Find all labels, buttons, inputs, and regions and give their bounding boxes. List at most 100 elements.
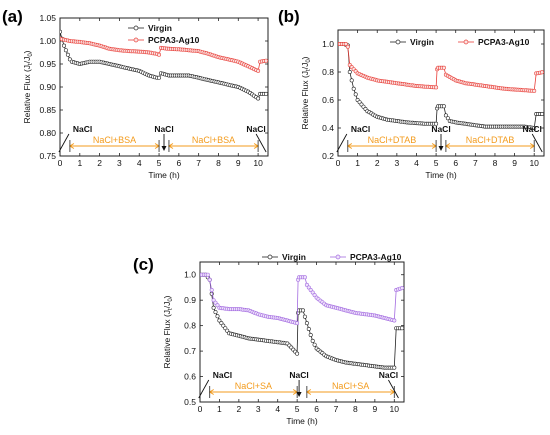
x-tick-label: 3 xyxy=(394,158,399,168)
data-point xyxy=(213,300,218,305)
segment-label: NaCl+SA xyxy=(235,381,272,391)
panel-label: (b) xyxy=(278,7,300,26)
data-point xyxy=(157,52,162,57)
segment-label: NaCl+BSA xyxy=(93,135,136,145)
x-tick-label: 8 xyxy=(216,158,221,168)
data-point xyxy=(157,75,162,80)
y-tick-label: 0.8 xyxy=(184,321,196,331)
data-point xyxy=(263,58,268,63)
series-group xyxy=(200,272,404,370)
y-tick-label: 1.05 xyxy=(39,13,56,23)
data-point xyxy=(351,86,356,91)
legend-label: PCPA3-Ag10 xyxy=(148,35,200,45)
series-group xyxy=(60,29,268,101)
data-point xyxy=(353,92,358,97)
x-tick-label: 4 xyxy=(414,158,419,168)
x-tick-label: 1 xyxy=(217,404,222,414)
data-point xyxy=(308,332,313,337)
x-tick-label: 9 xyxy=(512,158,517,168)
x-tick-label: 10 xyxy=(253,158,263,168)
data-point xyxy=(256,68,261,73)
annotation-arrow xyxy=(198,379,210,399)
data-point xyxy=(532,126,537,131)
y-tick-label: 0.6 xyxy=(184,372,196,382)
nacl-annotation: NaCl xyxy=(351,124,370,134)
series-line-virgin xyxy=(338,43,544,129)
legend-marker xyxy=(267,254,273,260)
data-point xyxy=(400,326,404,331)
annotation-arrow xyxy=(336,133,348,153)
data-point xyxy=(345,44,350,49)
y-tick-label: 0.5 xyxy=(184,397,196,407)
data-point xyxy=(263,91,268,96)
chart-panel-3: (c) 0 1 2 3 4 5 6 7 8 9 10 0.5 0.6 0.7 0.8 0.9 1.0 Time (h… xyxy=(133,252,405,426)
y-axis-title: Relative Flux (Jt/J0) xyxy=(300,56,312,129)
y-tick-label: 0.95 xyxy=(39,59,56,69)
nacl-annotation: NaCl xyxy=(289,370,308,380)
series-group xyxy=(338,41,544,131)
legend-marker xyxy=(463,39,469,45)
data-point xyxy=(312,342,317,347)
data-point xyxy=(308,287,313,292)
data-point xyxy=(211,305,216,310)
x-tick-label: 3 xyxy=(117,158,122,168)
data-point xyxy=(207,277,212,282)
data-point xyxy=(312,293,317,298)
x-tick-label: 0 xyxy=(58,158,63,168)
data-point xyxy=(310,338,315,343)
y-tick-label: 0.9 xyxy=(184,295,196,305)
y-tick-label: 0.85 xyxy=(39,105,56,115)
y-tick-label: 1.00 xyxy=(39,36,56,46)
segment-label: NaCl+BSA xyxy=(192,135,235,145)
x-tick-label: 9 xyxy=(236,158,241,168)
data-point xyxy=(205,272,210,277)
x-tick-label: 8 xyxy=(353,404,358,414)
x-axis-title: Time (h) xyxy=(148,170,179,180)
chart-panel-1: (a) 0 1 2 3 4 5 6 7 8 9 10 0.75 0.80 0.85 0.90 0.95 1.00 1… xyxy=(2,7,269,180)
panel-label: (a) xyxy=(2,7,23,26)
x-tick-label: 3 xyxy=(256,404,261,414)
x-tick-label: 0 xyxy=(198,404,203,414)
data-point xyxy=(400,286,404,291)
data-point xyxy=(209,287,214,292)
x-tick-label: 7 xyxy=(473,158,478,168)
segment-label: NaCl+DTAB xyxy=(368,135,417,145)
data-point xyxy=(306,326,311,331)
panel-label: (c) xyxy=(133,255,154,274)
y-axis-title: Relative Flux (Jt/J0) xyxy=(162,295,174,368)
data-point xyxy=(532,88,537,93)
data-point xyxy=(434,85,439,90)
x-tick-label: 2 xyxy=(236,404,241,414)
data-point xyxy=(441,65,446,70)
y-tick-label: 0.8 xyxy=(322,67,334,77)
data-point xyxy=(295,321,300,326)
data-point xyxy=(65,52,70,57)
nacl-annotation: NaCl xyxy=(73,124,92,134)
legend-label: Virgin xyxy=(282,252,306,262)
y-tick-label: 0.80 xyxy=(39,128,56,138)
data-point xyxy=(295,351,300,356)
legend-marker xyxy=(133,37,139,43)
data-point xyxy=(310,290,315,295)
legend-label: PCPA3-Ag10 xyxy=(350,252,402,262)
data-point xyxy=(215,314,220,319)
x-tick-label: 7 xyxy=(334,404,339,414)
data-point xyxy=(60,29,62,34)
segment-label: NaCl+DTAB xyxy=(466,135,515,145)
annotation-arrow-head xyxy=(161,146,167,151)
annotation-arrow xyxy=(58,133,70,153)
x-tick-label: 6 xyxy=(314,404,319,414)
x-tick-label: 5 xyxy=(295,404,300,414)
data-point xyxy=(434,121,439,126)
annotation-arrow xyxy=(255,133,267,153)
data-point xyxy=(539,112,544,117)
data-point xyxy=(392,365,397,370)
y-tick-label: 0.6 xyxy=(322,95,334,105)
data-point xyxy=(221,323,226,328)
plot-frame xyxy=(337,29,545,157)
data-point xyxy=(539,70,544,75)
y-axis-title: Relative Flux (Jt/J0) xyxy=(22,50,34,123)
x-tick-label: 4 xyxy=(275,404,280,414)
annotation-arrow-head xyxy=(296,392,302,397)
